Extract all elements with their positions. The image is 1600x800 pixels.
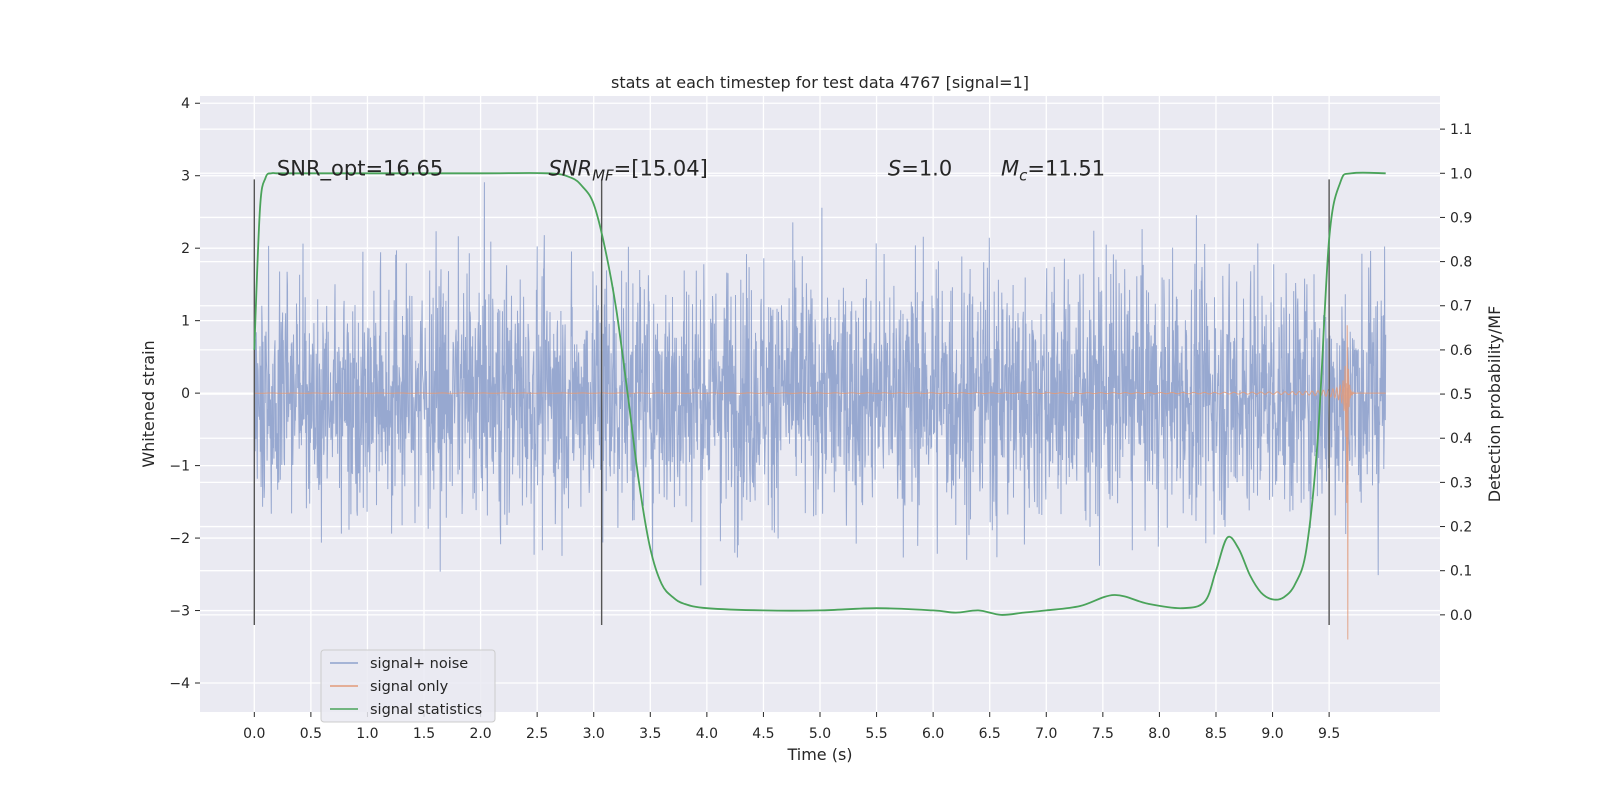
y2-tick-label-1: 0.1	[1450, 564, 1472, 580]
y2-tick-label-9: 0.9	[1450, 210, 1472, 226]
x-tick-label-12: 6.0	[922, 726, 944, 742]
x-tick-label-18: 9.0	[1261, 726, 1283, 742]
x-tick-label-9: 4.5	[752, 726, 774, 742]
x-tick-label-10: 5.0	[809, 726, 831, 742]
y-tick-label-8: 4	[181, 96, 190, 112]
y-axis-ticks: −4 −3 −2 −1 0 1 2 3 4	[169, 96, 200, 692]
y2-tick-label-11: 1.1	[1450, 122, 1472, 138]
x-tick-label-3: 1.5	[413, 726, 435, 742]
annotation-snr-mf-base: SNR	[548, 157, 592, 181]
vertical-markers	[253, 179, 1330, 626]
signal-statistics-line	[253, 171, 1386, 616]
annotation-snr-mf-value: =[15.04]	[614, 157, 708, 181]
legend-label-signal-noise: signal+ noise	[370, 656, 468, 672]
y-axis-label: Whitened strain	[139, 340, 158, 467]
annotation-mc: Mc=11.51	[1001, 157, 1105, 185]
series-signal-noise	[253, 182, 1387, 586]
signal-noise-line	[253, 182, 1387, 586]
x-tick-label-5: 2.5	[526, 726, 548, 742]
x-tick-label-7: 3.5	[639, 726, 661, 742]
y-tick-label-6: 2	[181, 241, 190, 257]
x-tick-label-19: 9.5	[1318, 726, 1340, 742]
x-tick-label-16: 8.0	[1148, 726, 1170, 742]
legend-box	[320, 649, 496, 723]
x-tick-label-15: 7.5	[1092, 726, 1114, 742]
y2-axis-ticks: 0.0 0.1 0.2 0.3 0.4 0.5 0.6 0.7 0.8 0.9 1.0 1.1	[1440, 122, 1472, 624]
annotation-s-value: =1.0	[901, 157, 952, 181]
x-tick-label-1: 0.5	[300, 726, 322, 742]
y2-axis-label: Detection probability/MF	[1485, 306, 1504, 503]
y2-tick-label-3: 0.3	[1450, 475, 1472, 491]
annotation-s-base: S	[888, 157, 901, 181]
y2-tick-label-5: 0.5	[1450, 387, 1472, 403]
x-tick-label-13: 6.5	[979, 726, 1001, 742]
annotation-s: S=1.0	[888, 157, 952, 181]
y-tick-label-4: 0	[181, 386, 190, 402]
annotations: SNR_opt=16.65 SNRMF=[15.04] S=1.0 Mc=11.…	[277, 157, 1105, 185]
y-tick-label-2: −2	[169, 531, 190, 547]
x-axis-label: Time (s)	[786, 745, 852, 764]
legend: signal+ noise signal only signal statist…	[320, 649, 496, 723]
signal-only-line	[254, 325, 1386, 640]
y-tick-label-1: −3	[169, 604, 190, 620]
x-tick-label-8: 4.0	[696, 726, 718, 742]
annotation-mc-value: =11.51	[1027, 157, 1105, 181]
annotation-mc-sub: c	[1019, 167, 1028, 185]
series-signal-only	[254, 325, 1386, 640]
x-tick-label-11: 5.5	[865, 726, 887, 742]
y2-tick-label-7: 0.7	[1450, 299, 1472, 315]
chart-title: stats at each timestep for test data 476…	[611, 73, 1029, 92]
y-tick-label-7: 3	[181, 169, 190, 185]
y2-tick-label-8: 0.8	[1450, 255, 1472, 271]
x-tick-label-0: 0.0	[243, 726, 265, 742]
series-signal-statistics	[253, 171, 1386, 616]
x-axis-ticks: 0.0 0.5 1.0 1.5 2.0 2.5 3.0 3.5 4.0 4.5 5.0 5.5 6.0 6…	[243, 712, 1340, 742]
y2-tick-label-6: 0.6	[1450, 343, 1472, 359]
x-tick-label-4: 2.0	[469, 726, 491, 742]
y2-tick-label-4: 0.4	[1450, 431, 1472, 447]
annotation-mc-base: M	[1001, 157, 1019, 181]
y-tick-label-3: −1	[169, 459, 190, 475]
y2-tick-label-2: 0.2	[1450, 520, 1472, 536]
annotation-snr-mf-sub: MF	[592, 167, 614, 185]
x-tick-label-14: 7.0	[1035, 726, 1057, 742]
x-tick-label-2: 1.0	[356, 726, 378, 742]
y2-tick-label-0: 0.0	[1450, 608, 1472, 624]
x-tick-label-6: 3.0	[583, 726, 605, 742]
y2-tick-label-10: 1.0	[1450, 166, 1472, 182]
y-tick-label-5: 1	[181, 314, 190, 330]
annotation-snr-mf: SNRMF=[15.04]	[548, 157, 707, 185]
y-tick-label-0: −4	[169, 676, 190, 692]
annotation-snr-opt: SNR_opt=16.65	[277, 157, 443, 182]
legend-label-signal-only: signal only	[370, 679, 449, 695]
legend-label-signal-statistics: signal statistics	[370, 702, 482, 718]
x-tick-label-17: 8.5	[1205, 726, 1227, 742]
